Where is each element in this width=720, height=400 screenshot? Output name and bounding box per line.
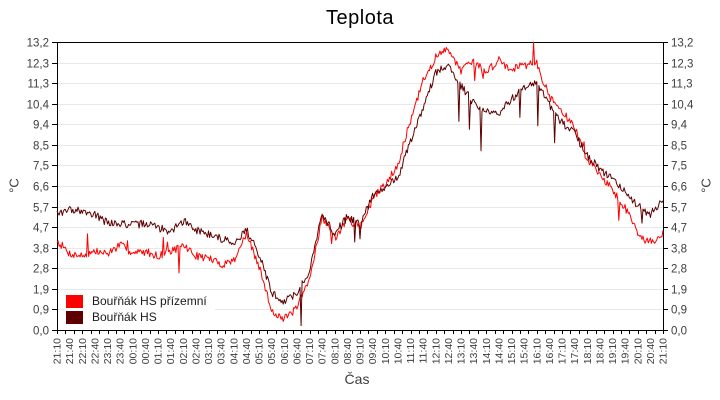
svg-text:07:10: 07:10 bbox=[304, 338, 316, 364]
svg-text:21:10: 21:10 bbox=[658, 338, 670, 364]
svg-text:4,7: 4,7 bbox=[671, 223, 687, 235]
svg-text:2,8: 2,8 bbox=[671, 264, 687, 276]
svg-text:6,6: 6,6 bbox=[671, 182, 687, 194]
legend-swatch-prizemni-icon bbox=[66, 294, 83, 308]
svg-text:04:10: 04:10 bbox=[228, 338, 240, 364]
svg-text:09:40: 09:40 bbox=[367, 338, 379, 364]
svg-text:08:40: 08:40 bbox=[342, 338, 354, 364]
svg-text:22:40: 22:40 bbox=[89, 338, 101, 364]
svg-text:02:40: 02:40 bbox=[190, 338, 202, 364]
svg-text:1,9: 1,9 bbox=[671, 285, 687, 297]
svg-text:0,0: 0,0 bbox=[671, 326, 687, 338]
svg-text:19:40: 19:40 bbox=[620, 338, 632, 364]
svg-text:03:10: 03:10 bbox=[203, 338, 215, 364]
svg-text:9,4: 9,4 bbox=[33, 120, 50, 132]
svg-text:15:10: 15:10 bbox=[506, 338, 518, 364]
legend-item-prizemni: Bouřňák HS přízemní bbox=[66, 293, 207, 309]
svg-text:07:40: 07:40 bbox=[317, 338, 329, 364]
svg-text:18:40: 18:40 bbox=[594, 338, 606, 364]
x-axis-title: Čas bbox=[344, 371, 370, 387]
svg-text:13:10: 13:10 bbox=[456, 338, 468, 364]
svg-text:7,5: 7,5 bbox=[671, 161, 687, 173]
svg-text:0,9: 0,9 bbox=[671, 305, 687, 317]
svg-text:00:40: 00:40 bbox=[140, 338, 152, 364]
svg-text:03:40: 03:40 bbox=[216, 338, 228, 364]
svg-text:20:10: 20:10 bbox=[632, 338, 644, 364]
legend-swatch-hs-icon bbox=[66, 310, 83, 324]
svg-text:00:10: 00:10 bbox=[127, 338, 139, 364]
svg-text:06:40: 06:40 bbox=[291, 338, 303, 364]
svg-text:3,8: 3,8 bbox=[33, 244, 49, 256]
svg-text:08:10: 08:10 bbox=[329, 338, 341, 364]
svg-text:11,3: 11,3 bbox=[671, 79, 693, 91]
svg-text:15:40: 15:40 bbox=[519, 338, 531, 364]
svg-text:10,4: 10,4 bbox=[27, 100, 50, 112]
svg-text:4,7: 4,7 bbox=[33, 223, 49, 235]
svg-text:11:40: 11:40 bbox=[418, 338, 430, 364]
svg-text:12,3: 12,3 bbox=[671, 59, 693, 71]
svg-text:19:10: 19:10 bbox=[607, 338, 619, 364]
svg-text:17:40: 17:40 bbox=[569, 338, 581, 364]
svg-text:8,5: 8,5 bbox=[671, 141, 687, 153]
svg-text:13,2: 13,2 bbox=[27, 38, 49, 50]
svg-text:13:40: 13:40 bbox=[468, 338, 480, 364]
svg-text:16:40: 16:40 bbox=[544, 338, 556, 364]
svg-text:14:10: 14:10 bbox=[481, 338, 493, 364]
svg-text:6,6: 6,6 bbox=[33, 182, 49, 194]
svg-text:7,5: 7,5 bbox=[33, 161, 49, 173]
legend-item-hs: Bouřňák HS bbox=[66, 309, 207, 325]
svg-text:10:40: 10:40 bbox=[392, 338, 404, 364]
svg-text:17:10: 17:10 bbox=[557, 338, 569, 364]
legend-label-prizemni: Bouřňák HS přízemní bbox=[92, 294, 207, 308]
svg-text:21:10: 21:10 bbox=[52, 338, 64, 364]
svg-text:18:10: 18:10 bbox=[582, 338, 594, 364]
svg-text:16:10: 16:10 bbox=[531, 338, 543, 364]
svg-text:0,9: 0,9 bbox=[33, 305, 49, 317]
svg-text:3,8: 3,8 bbox=[671, 244, 687, 256]
svg-text:22:10: 22:10 bbox=[77, 338, 89, 364]
svg-text:12:40: 12:40 bbox=[443, 338, 455, 364]
svg-text:05:10: 05:10 bbox=[254, 338, 266, 364]
svg-text:12:10: 12:10 bbox=[430, 338, 442, 364]
svg-text:01:40: 01:40 bbox=[165, 338, 177, 364]
legend-label-hs: Bouřňák HS bbox=[92, 310, 157, 324]
svg-text:23:40: 23:40 bbox=[115, 338, 127, 364]
y-axis-title-right: °C bbox=[698, 178, 714, 193]
svg-text:04:40: 04:40 bbox=[241, 338, 253, 364]
svg-text:02:10: 02:10 bbox=[178, 338, 190, 364]
svg-text:14:40: 14:40 bbox=[493, 338, 505, 364]
svg-text:21:40: 21:40 bbox=[64, 338, 76, 364]
svg-text:09:10: 09:10 bbox=[355, 338, 367, 364]
svg-text:06:10: 06:10 bbox=[279, 338, 291, 364]
svg-text:2,8: 2,8 bbox=[33, 264, 49, 276]
svg-text:0,0: 0,0 bbox=[33, 326, 49, 338]
svg-text:10:10: 10:10 bbox=[380, 338, 392, 364]
svg-text:23:10: 23:10 bbox=[102, 338, 114, 364]
svg-text:10,4: 10,4 bbox=[671, 100, 694, 112]
svg-text:11,3: 11,3 bbox=[27, 79, 49, 91]
svg-text:8,5: 8,5 bbox=[33, 141, 49, 153]
svg-text:12,3: 12,3 bbox=[27, 59, 49, 71]
svg-text:01:10: 01:10 bbox=[153, 338, 165, 364]
svg-text:5,7: 5,7 bbox=[33, 203, 49, 215]
svg-text:05:40: 05:40 bbox=[266, 338, 278, 364]
y-axis-title-left: °C bbox=[6, 178, 22, 193]
chart-title: Teplota bbox=[326, 7, 394, 29]
svg-text:5,7: 5,7 bbox=[671, 203, 687, 215]
svg-text:20:40: 20:40 bbox=[645, 338, 657, 364]
svg-text:9,4: 9,4 bbox=[671, 120, 688, 132]
svg-text:1,9: 1,9 bbox=[33, 285, 49, 297]
svg-text:11:10: 11:10 bbox=[405, 338, 417, 364]
svg-text:13,2: 13,2 bbox=[671, 38, 693, 50]
legend: Bouřňák HS přízemní Bouřňák HS bbox=[64, 292, 215, 326]
